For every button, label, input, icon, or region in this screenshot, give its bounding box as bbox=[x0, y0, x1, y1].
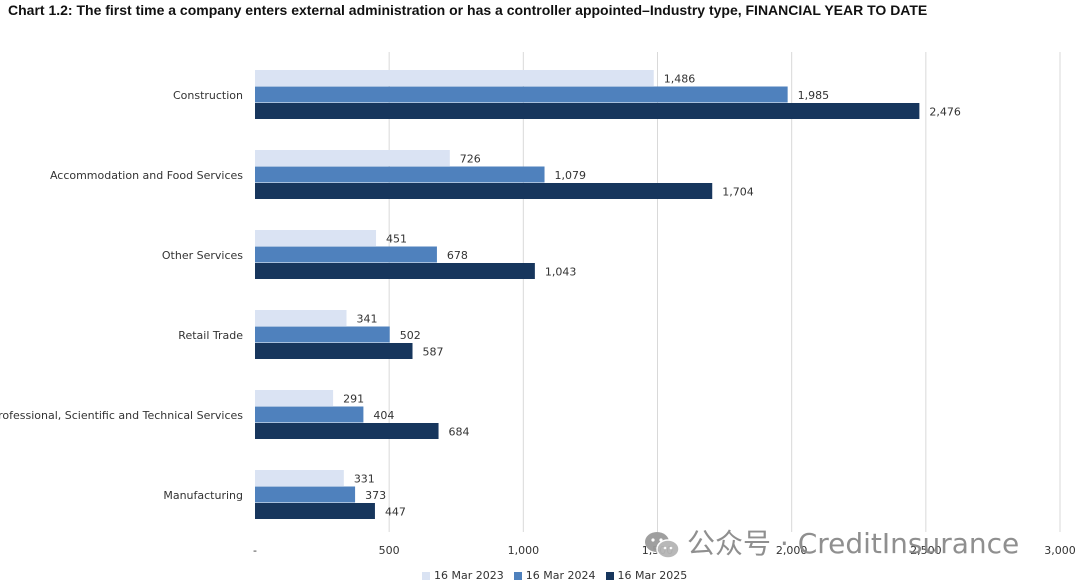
data-label: 1,985 bbox=[798, 89, 830, 102]
legend-swatch bbox=[513, 571, 522, 580]
data-label: 684 bbox=[449, 425, 470, 438]
category-label: Other Services bbox=[162, 249, 243, 262]
legend-label: 16 Mar 2024 bbox=[525, 569, 596, 582]
data-label: 1,043 bbox=[545, 265, 577, 278]
bar bbox=[255, 246, 437, 263]
bar bbox=[255, 103, 920, 119]
x-tick-label: 2,500 bbox=[910, 544, 942, 557]
legend-item: 16 Mar 2025 bbox=[605, 569, 688, 582]
bar bbox=[255, 183, 713, 199]
data-label: 726 bbox=[460, 152, 481, 165]
watermark-text: 公众号 · CreditInsurance bbox=[687, 527, 1020, 560]
bar bbox=[255, 390, 334, 406]
legend-swatch bbox=[605, 571, 614, 580]
legend-label: 16 Mar 2025 bbox=[617, 569, 688, 582]
bar bbox=[255, 343, 413, 359]
data-label: 341 bbox=[357, 312, 378, 325]
chart-title: Chart 1.2: The first time a company ente… bbox=[8, 2, 928, 18]
legend-items: 16 Mar 2023 16 Mar 2024 16 Mar 2025 bbox=[422, 569, 687, 582]
bar bbox=[255, 423, 439, 439]
data-label: 1,079 bbox=[555, 169, 587, 182]
bar bbox=[255, 406, 364, 423]
legend: 16 Mar 2023 16 Mar 2024 16 Mar 2025 bbox=[0, 568, 1080, 584]
data-label: 373 bbox=[365, 489, 386, 502]
watermark: 公众号 · CreditInsurance bbox=[643, 522, 1019, 562]
data-label: 447 bbox=[385, 505, 406, 518]
data-label: 502 bbox=[400, 329, 421, 342]
bar bbox=[255, 86, 788, 103]
bar bbox=[255, 470, 344, 486]
bar bbox=[255, 326, 390, 343]
category-label: Accommodation and Food Services bbox=[50, 169, 243, 182]
x-tick-label: 500 bbox=[379, 544, 400, 557]
data-label: 587 bbox=[423, 345, 444, 358]
legend-label: 16 Mar 2023 bbox=[434, 569, 504, 582]
data-label: 451 bbox=[386, 232, 407, 245]
data-label: 291 bbox=[343, 392, 364, 405]
bar bbox=[255, 230, 377, 246]
bar bbox=[255, 263, 535, 279]
data-label: 1,486 bbox=[664, 72, 696, 85]
data-label: 2,476 bbox=[929, 105, 961, 118]
data-label: 331 bbox=[354, 472, 375, 485]
category-label: Professional, Scientific and Technical S… bbox=[0, 409, 243, 422]
bar bbox=[255, 503, 375, 519]
x-tick-label: 2,000 bbox=[776, 544, 808, 557]
bar bbox=[255, 486, 356, 503]
x-tick-label: 1,000 bbox=[508, 544, 540, 557]
data-label: 404 bbox=[373, 409, 394, 422]
data-label: 678 bbox=[447, 249, 468, 262]
category-label: Construction bbox=[173, 89, 243, 102]
wechat-icon bbox=[645, 532, 680, 559]
legend-item: 16 Mar 2023 bbox=[422, 569, 504, 582]
x-tick-label: 3,000 bbox=[1044, 544, 1076, 557]
category-label: Retail Trade bbox=[178, 329, 243, 342]
category-label: Manufacturing bbox=[163, 489, 243, 502]
data-label: 1,704 bbox=[722, 185, 754, 198]
bar bbox=[255, 70, 654, 86]
bar bbox=[255, 166, 545, 183]
bar bbox=[255, 310, 347, 326]
x-tick-label: - bbox=[253, 544, 257, 557]
legend-swatch bbox=[422, 571, 430, 580]
legend-item: 16 Mar 2024 bbox=[513, 569, 596, 582]
bar bbox=[255, 150, 450, 166]
